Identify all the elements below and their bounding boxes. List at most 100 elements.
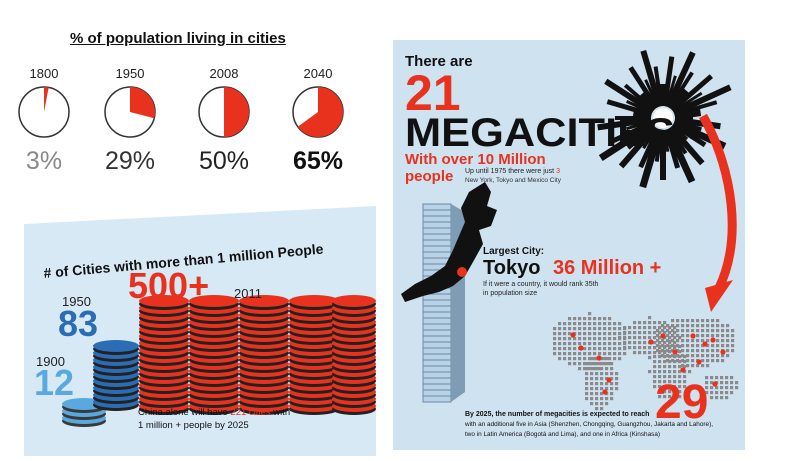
map-dot [668,326,672,330]
map-dot [600,402,604,406]
map-dot [716,319,720,323]
megacities-panel: There are 21 MEGACITIES With over 10 Mil… [393,40,745,450]
map-dot [585,392,589,396]
map-dot [585,387,589,391]
map-dot [578,362,582,366]
map-dot [731,334,735,338]
map-dot [605,377,609,381]
skyline-building [639,128,663,189]
map-dot [563,352,567,356]
map-dot [583,347,587,351]
map-dot [648,336,652,340]
largest-city-name: Tokyo [483,257,540,279]
map-dot [595,367,599,371]
map-dot [673,370,677,374]
map-dot [731,339,735,343]
map-dot [608,322,612,326]
skyline-building [663,128,681,169]
map-dot [705,381,709,385]
map-dot [578,357,582,361]
map-dot [613,352,617,356]
pie-slice [44,87,49,112]
largest-city-pop: 36 Million + [553,257,661,279]
map-dot [600,382,604,386]
coin [93,340,139,352]
map-dot [613,332,617,336]
map-dot [668,350,672,354]
map-dot [663,341,667,345]
map-dot [678,385,682,389]
map-dot [663,360,667,364]
map-dot [691,364,695,368]
map-dot [590,397,594,401]
map-dot [678,336,682,340]
map-dot [563,332,567,336]
there-are-label: There are [405,53,473,70]
map-dot [701,354,705,358]
map-dot [726,349,730,353]
map-dot [618,357,622,361]
map-dot [663,321,667,325]
map-dot [603,342,607,346]
map-dot [671,329,675,333]
map-dot [598,347,602,351]
map-dot [598,327,602,331]
map-dot [658,370,662,374]
map-dot [681,339,685,343]
skyline-building [671,122,707,148]
map-dot [716,329,720,333]
map-dot [663,390,667,394]
map-dot [608,352,612,356]
map-dot [610,387,614,391]
map-dot [585,367,589,371]
map-dot [663,385,667,389]
map-dot [666,344,670,348]
pie-slice [224,87,249,137]
map-dot [696,324,700,328]
map-dot [568,357,572,361]
map-dot [706,364,710,368]
map-dot [598,352,602,356]
map-dot [673,395,677,399]
map-dot [600,397,604,401]
map-dot [603,317,607,321]
map-dot [705,376,709,380]
map-dot [623,336,627,340]
map-dot [663,380,667,384]
map-dot [683,365,687,369]
map-dot [628,336,632,340]
skyline-sunburst [597,49,732,189]
rank-line2: in population size [483,290,537,297]
map-dot [598,342,602,346]
map-dot [701,344,705,348]
map-dot [648,321,652,325]
map-dot [590,392,594,396]
map-dot [558,357,562,361]
pie-label-1800: 3% [26,147,62,175]
map-dot [598,317,602,321]
map-dot [676,354,680,358]
map-dot [725,376,729,380]
map-dot [696,334,700,338]
skyline-building [664,127,696,184]
megacity-dot [712,381,718,387]
map-dot [656,334,660,338]
map-dot [658,331,662,335]
map-dot [568,337,572,341]
megacities-sub1: With over 10 Million [405,151,546,168]
map-dot [573,357,577,361]
map-dot [726,334,730,338]
map-dot [696,344,700,348]
map-dot [666,354,670,358]
china-note: China alone will have 221 cities with [138,407,290,418]
map-dot [676,349,680,353]
map-dot [638,321,642,325]
map-dot [623,352,627,356]
map-dot [653,380,657,384]
map-dot [686,329,690,333]
map-dot [661,349,665,353]
map-dot [658,390,662,394]
map-dot [563,337,567,341]
map-dot [681,359,685,363]
map-dot [656,329,660,333]
